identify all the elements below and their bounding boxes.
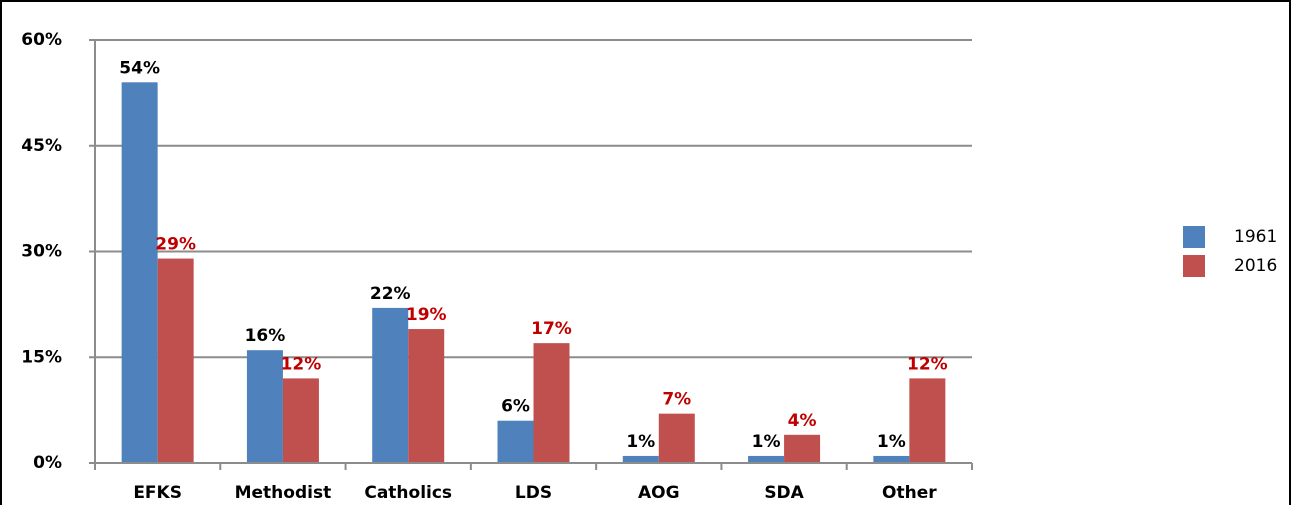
legend-label: 2016	[1234, 256, 1277, 276]
bar	[372, 307, 409, 463]
bar	[121, 82, 158, 464]
data-label: 19%	[406, 305, 447, 325]
data-label: 12%	[281, 354, 322, 374]
legend-swatch	[1183, 255, 1205, 277]
data-label: 12%	[907, 354, 948, 374]
legend-swatch	[1183, 226, 1205, 248]
data-label: 29%	[155, 235, 196, 255]
bar	[873, 455, 910, 463]
data-label: 54%	[119, 58, 160, 78]
y-tick-label: 60%	[21, 30, 62, 50]
data-label: 1%	[626, 432, 655, 452]
bar	[157, 258, 194, 463]
x-tick-label: Methodist	[235, 483, 332, 503]
data-label: 17%	[531, 319, 572, 339]
x-tick-label: Other	[882, 483, 937, 503]
bar	[784, 434, 821, 463]
x-tick-label: EFKS	[133, 483, 182, 503]
data-label: 7%	[662, 390, 691, 410]
y-tick-label: 0%	[33, 453, 62, 473]
x-tick-label: Catholics	[364, 483, 452, 503]
bar	[748, 455, 785, 463]
bar	[497, 420, 534, 463]
x-tick-label: AOG	[638, 483, 680, 503]
data-label: 16%	[245, 326, 286, 346]
data-label: 22%	[370, 284, 411, 304]
bar	[408, 329, 445, 463]
data-label: 6%	[501, 397, 530, 417]
bar	[246, 350, 283, 463]
x-tick-label: SDA	[764, 483, 804, 503]
y-tick-label: 30%	[21, 242, 62, 262]
y-tick-label: 45%	[21, 136, 62, 156]
y-tick-label: 15%	[21, 347, 62, 367]
legend-label: 1961	[1234, 227, 1277, 247]
bar	[282, 378, 319, 463]
bar	[533, 343, 570, 463]
bar	[909, 378, 946, 463]
bar	[658, 413, 695, 463]
data-label: 1%	[752, 432, 781, 452]
bar	[622, 455, 659, 463]
data-label: 4%	[788, 411, 817, 431]
data-label: 1%	[877, 432, 906, 452]
x-tick-label: LDS	[515, 483, 552, 503]
